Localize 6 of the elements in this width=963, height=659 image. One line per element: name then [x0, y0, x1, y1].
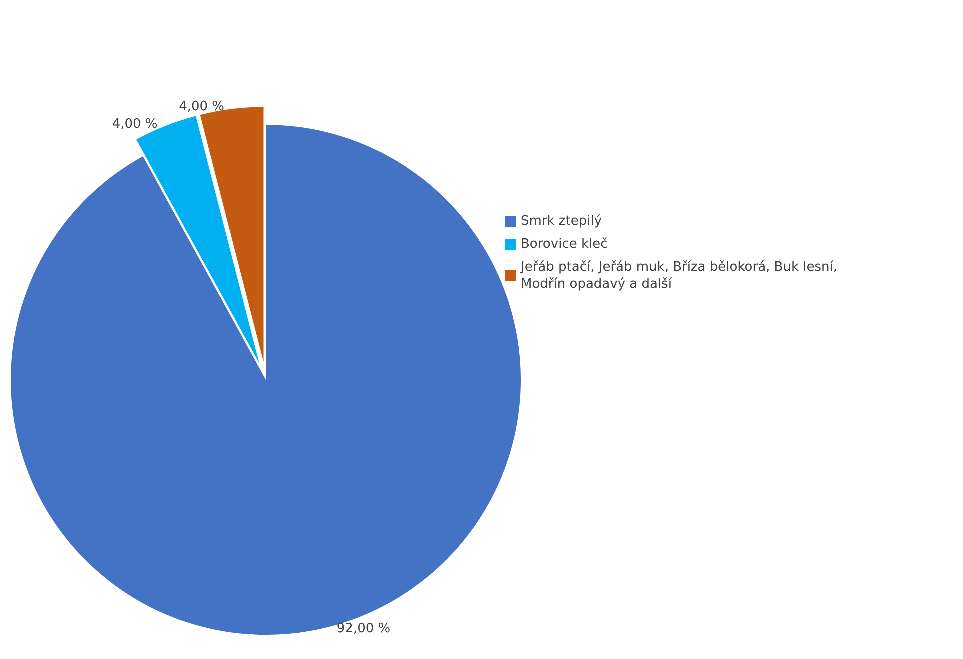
data-label: 92,00 % [336, 621, 391, 636]
data-label: 4,00 % [179, 100, 225, 115]
legend-label: Smrk ztepilý [521, 214, 602, 229]
legend-label: Borovice kleč [521, 237, 608, 252]
legend-label: Jeřáb ptačí, Jeřáb muk, Bříza bělokorá, Buk lesní, Modřín opadavý a další [520, 260, 842, 292]
data-label: 4,00 % [112, 116, 158, 132]
